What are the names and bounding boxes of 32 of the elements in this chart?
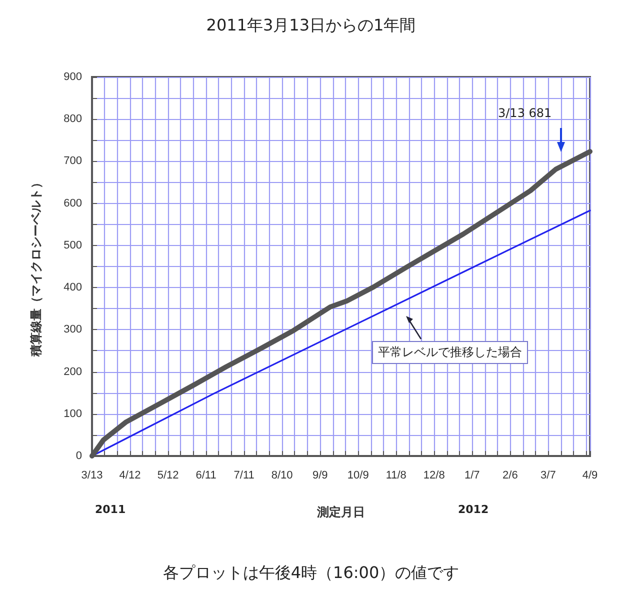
annotation: 平常レベルで推移した場合 — [372, 341, 528, 364]
x-tick-label: 10/9 — [347, 470, 369, 482]
y-tick-label: 800 — [64, 113, 82, 126]
x-tick-label: 1/7 — [464, 470, 480, 482]
x-tick-label: 6/11 — [196, 470, 216, 482]
x-tick-label: 3/13 — [81, 470, 103, 482]
y-tick-label: 300 — [64, 324, 82, 336]
chart-title: 2011年3月13日からの1年間 — [206, 16, 416, 34]
y-tick-label: 400 — [64, 282, 82, 294]
x-tick-label: 8/10 — [271, 470, 293, 482]
x-tick-label: 9/9 — [312, 470, 328, 482]
text: 2011 — [95, 503, 126, 516]
x-tick-label: 7/11 — [234, 470, 254, 482]
x-axis-title: 測定月日 — [316, 505, 365, 519]
text: 2012 — [458, 503, 489, 516]
annotation: 3/13 681 — [498, 106, 552, 120]
text: 各プロットは午後4時（16:00）の値です — [162, 563, 460, 584]
y-tick-label: 0 — [76, 450, 82, 462]
x-tick-label: 5/12 — [157, 470, 179, 482]
x-tick-label: 12/8 — [423, 470, 445, 482]
x-tick-label: 4/9 — [582, 470, 598, 482]
x-tick-label: 11/8 — [386, 470, 406, 482]
y-tick-label: 600 — [64, 197, 82, 210]
y-tick-label: 700 — [64, 155, 82, 168]
y-tick-label: 200 — [64, 366, 82, 378]
x-tick-label: 2/6 — [502, 470, 518, 482]
y-tick-label: 100 — [64, 408, 82, 420]
y-tick-label: 500 — [64, 239, 82, 252]
x-tick-label: 4/12 — [119, 470, 141, 482]
x-tick-label: 3/7 — [540, 470, 556, 482]
y-tick-label: 900 — [64, 71, 82, 83]
y-axis-title: 積算線量（マイクロシーベルト） — [29, 176, 43, 358]
